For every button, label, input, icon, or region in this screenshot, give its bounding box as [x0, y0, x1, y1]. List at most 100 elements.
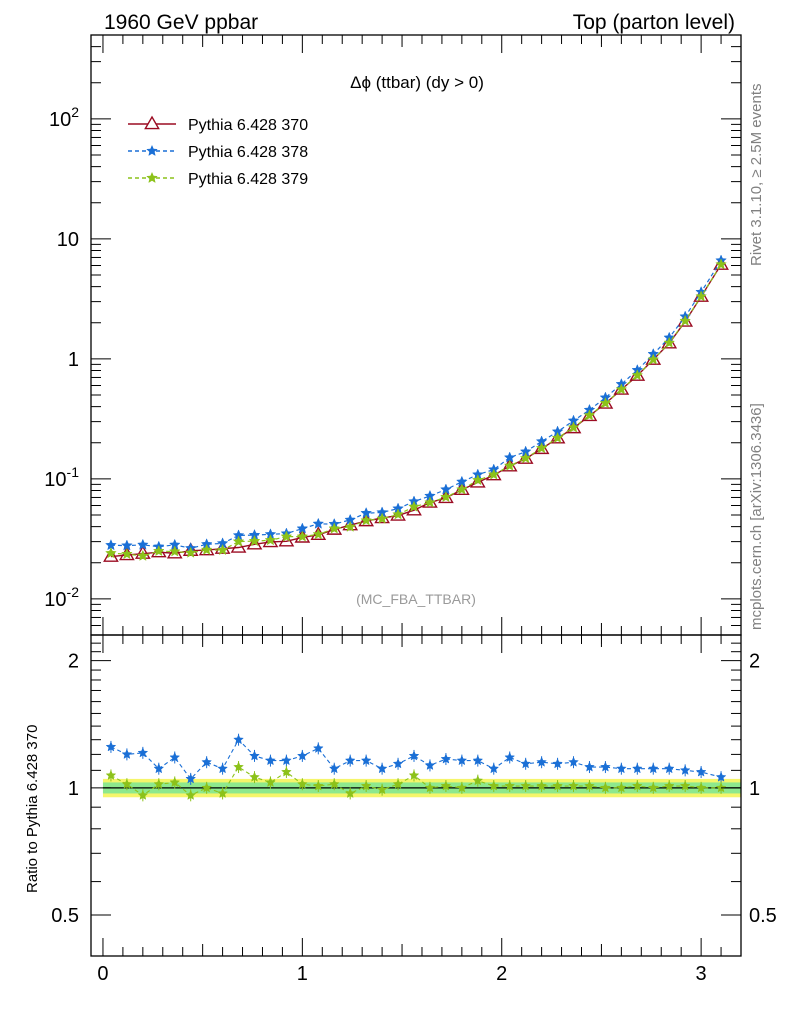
- ratio-1-point: [536, 780, 547, 791]
- series-0-point: [166, 544, 183, 559]
- series-2-point: [328, 522, 341, 534]
- ratio-1-point: [233, 761, 244, 772]
- ratio-0-point: [440, 753, 452, 764]
- ratio-ylabel: Ratio to Pythia 6.428 370: [24, 725, 41, 893]
- series-0-point: [103, 548, 119, 562]
- series-2-point: [376, 512, 388, 524]
- ratio-1-point: [153, 778, 165, 789]
- legend-label-2: Pythia 6.428 379: [188, 171, 308, 188]
- ratio-0-point: [488, 763, 500, 774]
- ratio-0-point: [217, 763, 228, 774]
- ratio-1-point: [456, 782, 468, 793]
- ratio-1-point: [296, 778, 308, 789]
- ratio-0-point: [424, 759, 436, 770]
- ratio-1-point: [328, 778, 340, 789]
- axis-ticks-group: [91, 34, 742, 957]
- series-2-point: [232, 535, 245, 547]
- series-2-point: [168, 545, 181, 557]
- series-2-point: [599, 397, 612, 409]
- ratio-0-point: [408, 750, 420, 761]
- series-2-point: [615, 383, 628, 395]
- series-2-point: [679, 314, 692, 326]
- ratio-1-point: [568, 780, 579, 791]
- ratio-series-group: [105, 733, 727, 802]
- ratio-uncertainty-band: [102, 778, 741, 798]
- ratio-1-point: [217, 787, 228, 799]
- ratio-0-point: [281, 754, 292, 766]
- ratio-0-point: [663, 763, 675, 774]
- ratio-0-point: [153, 763, 165, 774]
- tick-labels-group: 0 1 2 3 10-2 10-1 1 10 102 0.5 0.5 1 1 2 2: [44, 104, 777, 985]
- ratio-1-point: [679, 780, 691, 791]
- ratio-1-point: [376, 784, 388, 795]
- ratio-1-point: [169, 776, 181, 787]
- series-2-point: [551, 431, 564, 443]
- series-0-point: [246, 535, 263, 550]
- ratio-1-point: [105, 769, 117, 781]
- ratio-0-point: [392, 758, 404, 769]
- ratio-0-point: [233, 734, 244, 745]
- series-2-point: [105, 547, 117, 559]
- ratio-0-point: [568, 756, 579, 767]
- x-tick-label: 3: [696, 963, 707, 985]
- y-tick-label: 1: [68, 349, 79, 371]
- series-2-point: [535, 442, 548, 454]
- series-2-point: [216, 543, 229, 556]
- ratio-0-point: [344, 754, 356, 766]
- ratio-y-tick-label-right: 2: [749, 651, 760, 673]
- ratio-1-point: [392, 778, 404, 789]
- legend-label-0: Pythia 6.428 370: [188, 117, 308, 134]
- y-tick-label: 10-2: [44, 584, 79, 611]
- series-2-point: [456, 483, 468, 495]
- ratio-line-0: [110, 738, 722, 780]
- series-2-point: [695, 290, 707, 302]
- x-tick-label: 0: [97, 963, 108, 985]
- series-2-point: [296, 530, 309, 542]
- ratio-1-point: [472, 774, 484, 786]
- series-2-point: [503, 459, 516, 471]
- ratio-y-tick-label-right: 1: [749, 778, 760, 800]
- ratio-0-point: [472, 754, 484, 766]
- series-0-point: [469, 473, 486, 488]
- ratio-0-point: [631, 763, 643, 774]
- ratio-0-point: [520, 758, 532, 769]
- ratio-0-point: [600, 761, 611, 772]
- y-tick-label: 10: [57, 229, 79, 251]
- series-2-point: [344, 520, 357, 532]
- ratio-0-point: [536, 756, 547, 767]
- series-2-point: [392, 508, 404, 520]
- series-line-2: [110, 264, 722, 557]
- ratio-1-point: [631, 780, 643, 791]
- ratio-0-point: [328, 763, 340, 774]
- x-tick-label: 2: [496, 963, 507, 985]
- series-2-point: [567, 421, 580, 433]
- ratio-1-point: [121, 778, 133, 789]
- ratio-1-point: [647, 782, 659, 793]
- y-tick-label: 102: [49, 104, 79, 131]
- ratio-1-point: [312, 780, 324, 791]
- ratio-1-point: [440, 780, 452, 791]
- series-2-point: [440, 490, 452, 503]
- series-2-point: [663, 336, 676, 348]
- header-right: Top (parton level): [573, 11, 735, 34]
- ratio-1-point: [615, 782, 627, 793]
- legend-marker-1: [146, 144, 158, 156]
- ratio-0-point: [456, 754, 468, 766]
- series-1-point: [136, 538, 149, 550]
- ratio-0-point: [121, 748, 133, 759]
- mcplots-label: mcplots.cern.ch [arXiv:1306.3436]: [748, 403, 765, 630]
- ratio-0-point: [376, 763, 388, 774]
- series-2-point: [424, 496, 436, 508]
- ratio-0-point: [185, 773, 197, 784]
- series-2-point: [715, 258, 727, 270]
- ratio-1-point: [360, 780, 372, 791]
- series-2-point: [264, 534, 277, 546]
- x-tick-label: 1: [297, 963, 308, 985]
- series-2-point: [184, 546, 197, 558]
- ratio-1-point: [249, 771, 260, 782]
- series-2-point: [360, 514, 372, 526]
- legend: Pythia 6.428 370 Pythia 6.428 378 Pythia 6…: [128, 115, 308, 188]
- ratio-1-point: [344, 787, 356, 799]
- ratio-0-point: [249, 750, 260, 761]
- legend-marker-0: [144, 115, 160, 130]
